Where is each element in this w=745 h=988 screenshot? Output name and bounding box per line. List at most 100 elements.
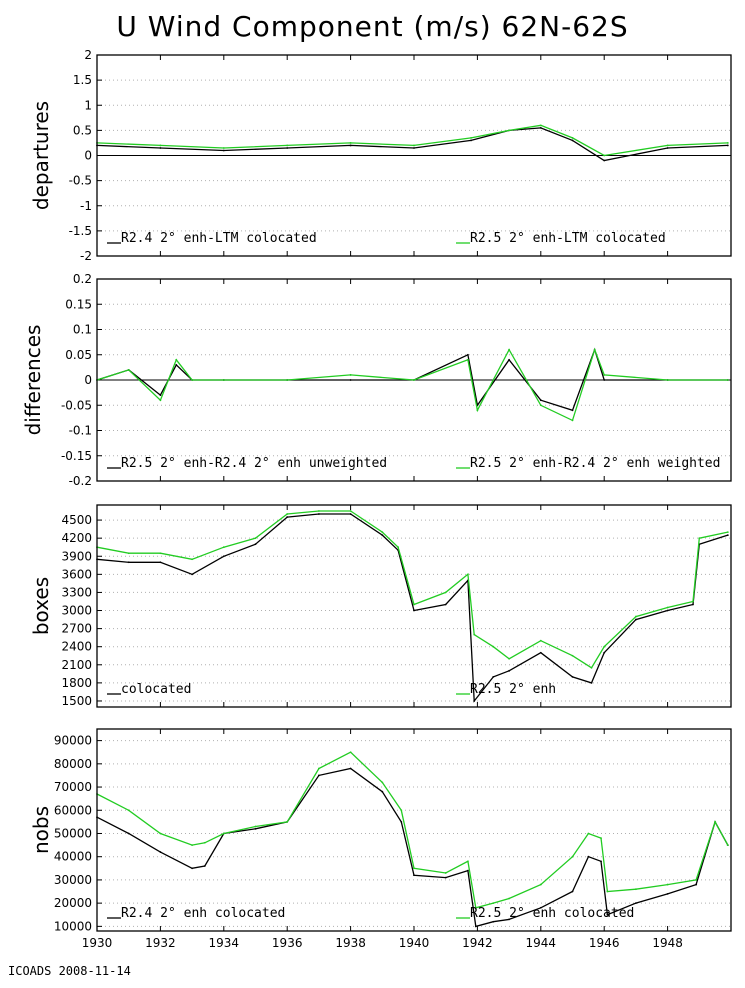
legend-label: R2.5 2° enh-R2.4 2° enh unweighted — [121, 456, 387, 471]
y-tick-label: 80000 — [54, 757, 92, 771]
data-point — [254, 543, 257, 546]
data-point — [466, 860, 469, 863]
x-tick-label: 1934 — [209, 936, 240, 950]
data-point — [413, 379, 415, 381]
data-point — [381, 781, 384, 784]
x-tick-label: 1942 — [462, 936, 493, 950]
data-point — [492, 645, 495, 648]
data-point — [203, 865, 206, 867]
data-point — [571, 409, 574, 412]
data-point — [286, 820, 289, 823]
data-point — [318, 510, 320, 512]
data-point — [444, 876, 447, 879]
data-point — [286, 513, 289, 515]
data-point — [349, 379, 352, 381]
data-point — [349, 751, 352, 754]
data-point — [593, 348, 596, 351]
y-tick-label: 0.2 — [73, 272, 92, 286]
y-tick-label: 40000 — [54, 850, 92, 864]
data-point — [413, 144, 415, 147]
data-point — [318, 767, 320, 770]
y-tick-label: 60000 — [54, 803, 92, 817]
panel-departures: -2 -1.5 -1 -0.5 0 0.5 1 1.5 2 departures R2.4 2° e… — [29, 48, 732, 263]
y-tick-label: 3600 — [61, 567, 92, 581]
series-line-black — [96, 767, 729, 928]
y-tick-label: 0.1 — [73, 323, 92, 337]
data-point — [571, 675, 574, 678]
data-point — [571, 419, 574, 422]
data-point — [444, 591, 447, 594]
data-point — [474, 906, 477, 909]
y-tick-label: -1 — [80, 199, 92, 213]
data-point — [127, 561, 130, 564]
x-tick-label: 1938 — [335, 936, 366, 950]
y-tick-label: -0.1 — [69, 424, 92, 438]
data-point — [698, 537, 701, 540]
data-point — [492, 675, 495, 678]
data-point — [127, 552, 130, 555]
chart-title: U Wind Component (m/s) 62N-62S — [116, 10, 629, 43]
data-point — [349, 142, 352, 144]
data-point — [587, 855, 590, 858]
data-point — [571, 654, 574, 657]
legend-label: R2.5 2° enh-R2.4 2° enh weighted — [470, 456, 720, 471]
data-point — [349, 510, 352, 512]
data-point — [726, 142, 729, 144]
data-point — [695, 879, 698, 881]
data-point — [508, 129, 510, 132]
y-tick-label: -0.2 — [69, 474, 92, 488]
x-tick-label: 1930 — [82, 936, 113, 950]
data-point — [726, 534, 729, 537]
data-point — [159, 552, 162, 555]
data-point — [413, 147, 415, 149]
data-point — [600, 860, 602, 863]
y-tick-label: 50000 — [54, 826, 92, 840]
x-tick-label: 1944 — [526, 936, 557, 950]
data-point — [714, 820, 717, 823]
y-tick-label: 1500 — [61, 694, 92, 708]
data-point — [159, 851, 162, 853]
data-point — [635, 888, 637, 891]
legend-label: R2.4 2° enh colocated — [121, 906, 285, 921]
data-point — [695, 883, 698, 886]
data-point — [603, 374, 606, 376]
data-point — [666, 379, 669, 381]
y-tick-label: 1800 — [61, 676, 92, 690]
x-tick-label: 1936 — [272, 936, 303, 950]
y-tick-label: -0.15 — [61, 449, 92, 463]
data-point — [222, 832, 225, 835]
data-point — [666, 609, 669, 612]
data-point — [413, 609, 415, 612]
data-point — [666, 883, 669, 886]
y-tick-label: 3300 — [61, 585, 92, 599]
data-point — [286, 144, 289, 147]
data-point — [492, 902, 495, 905]
data-point — [222, 379, 225, 381]
y-tick-label: 2400 — [61, 640, 92, 654]
panel-frame — [96, 54, 732, 257]
y-tick-label: 2100 — [61, 658, 92, 672]
panel-nobs: 10000 20000 30000 40000 50000 60000 70000 80000… — [29, 728, 732, 933]
data-point — [666, 147, 669, 149]
data-point — [349, 513, 352, 515]
data-point — [470, 137, 472, 139]
data-point — [191, 558, 194, 561]
panel-frame — [96, 278, 732, 482]
data-point — [666, 606, 669, 609]
y-tick-label: -0.5 — [69, 174, 92, 188]
y-tick-label: 3900 — [61, 549, 92, 563]
data-point — [492, 920, 495, 923]
y-tick-label: 2 — [84, 48, 92, 62]
data-point — [508, 897, 510, 900]
y-tick-label: -1.5 — [69, 224, 92, 238]
footer-credit: ICOADS 2008-11-14 — [8, 964, 131, 978]
legend-label: R2.5 2° enh colocated — [470, 906, 634, 921]
y-tick-label: 4500 — [61, 513, 92, 527]
data-point — [666, 892, 669, 895]
data-point — [159, 144, 162, 147]
data-point — [603, 379, 606, 381]
data-point — [286, 516, 289, 518]
data-point — [381, 531, 384, 534]
series-line-green — [96, 510, 728, 669]
